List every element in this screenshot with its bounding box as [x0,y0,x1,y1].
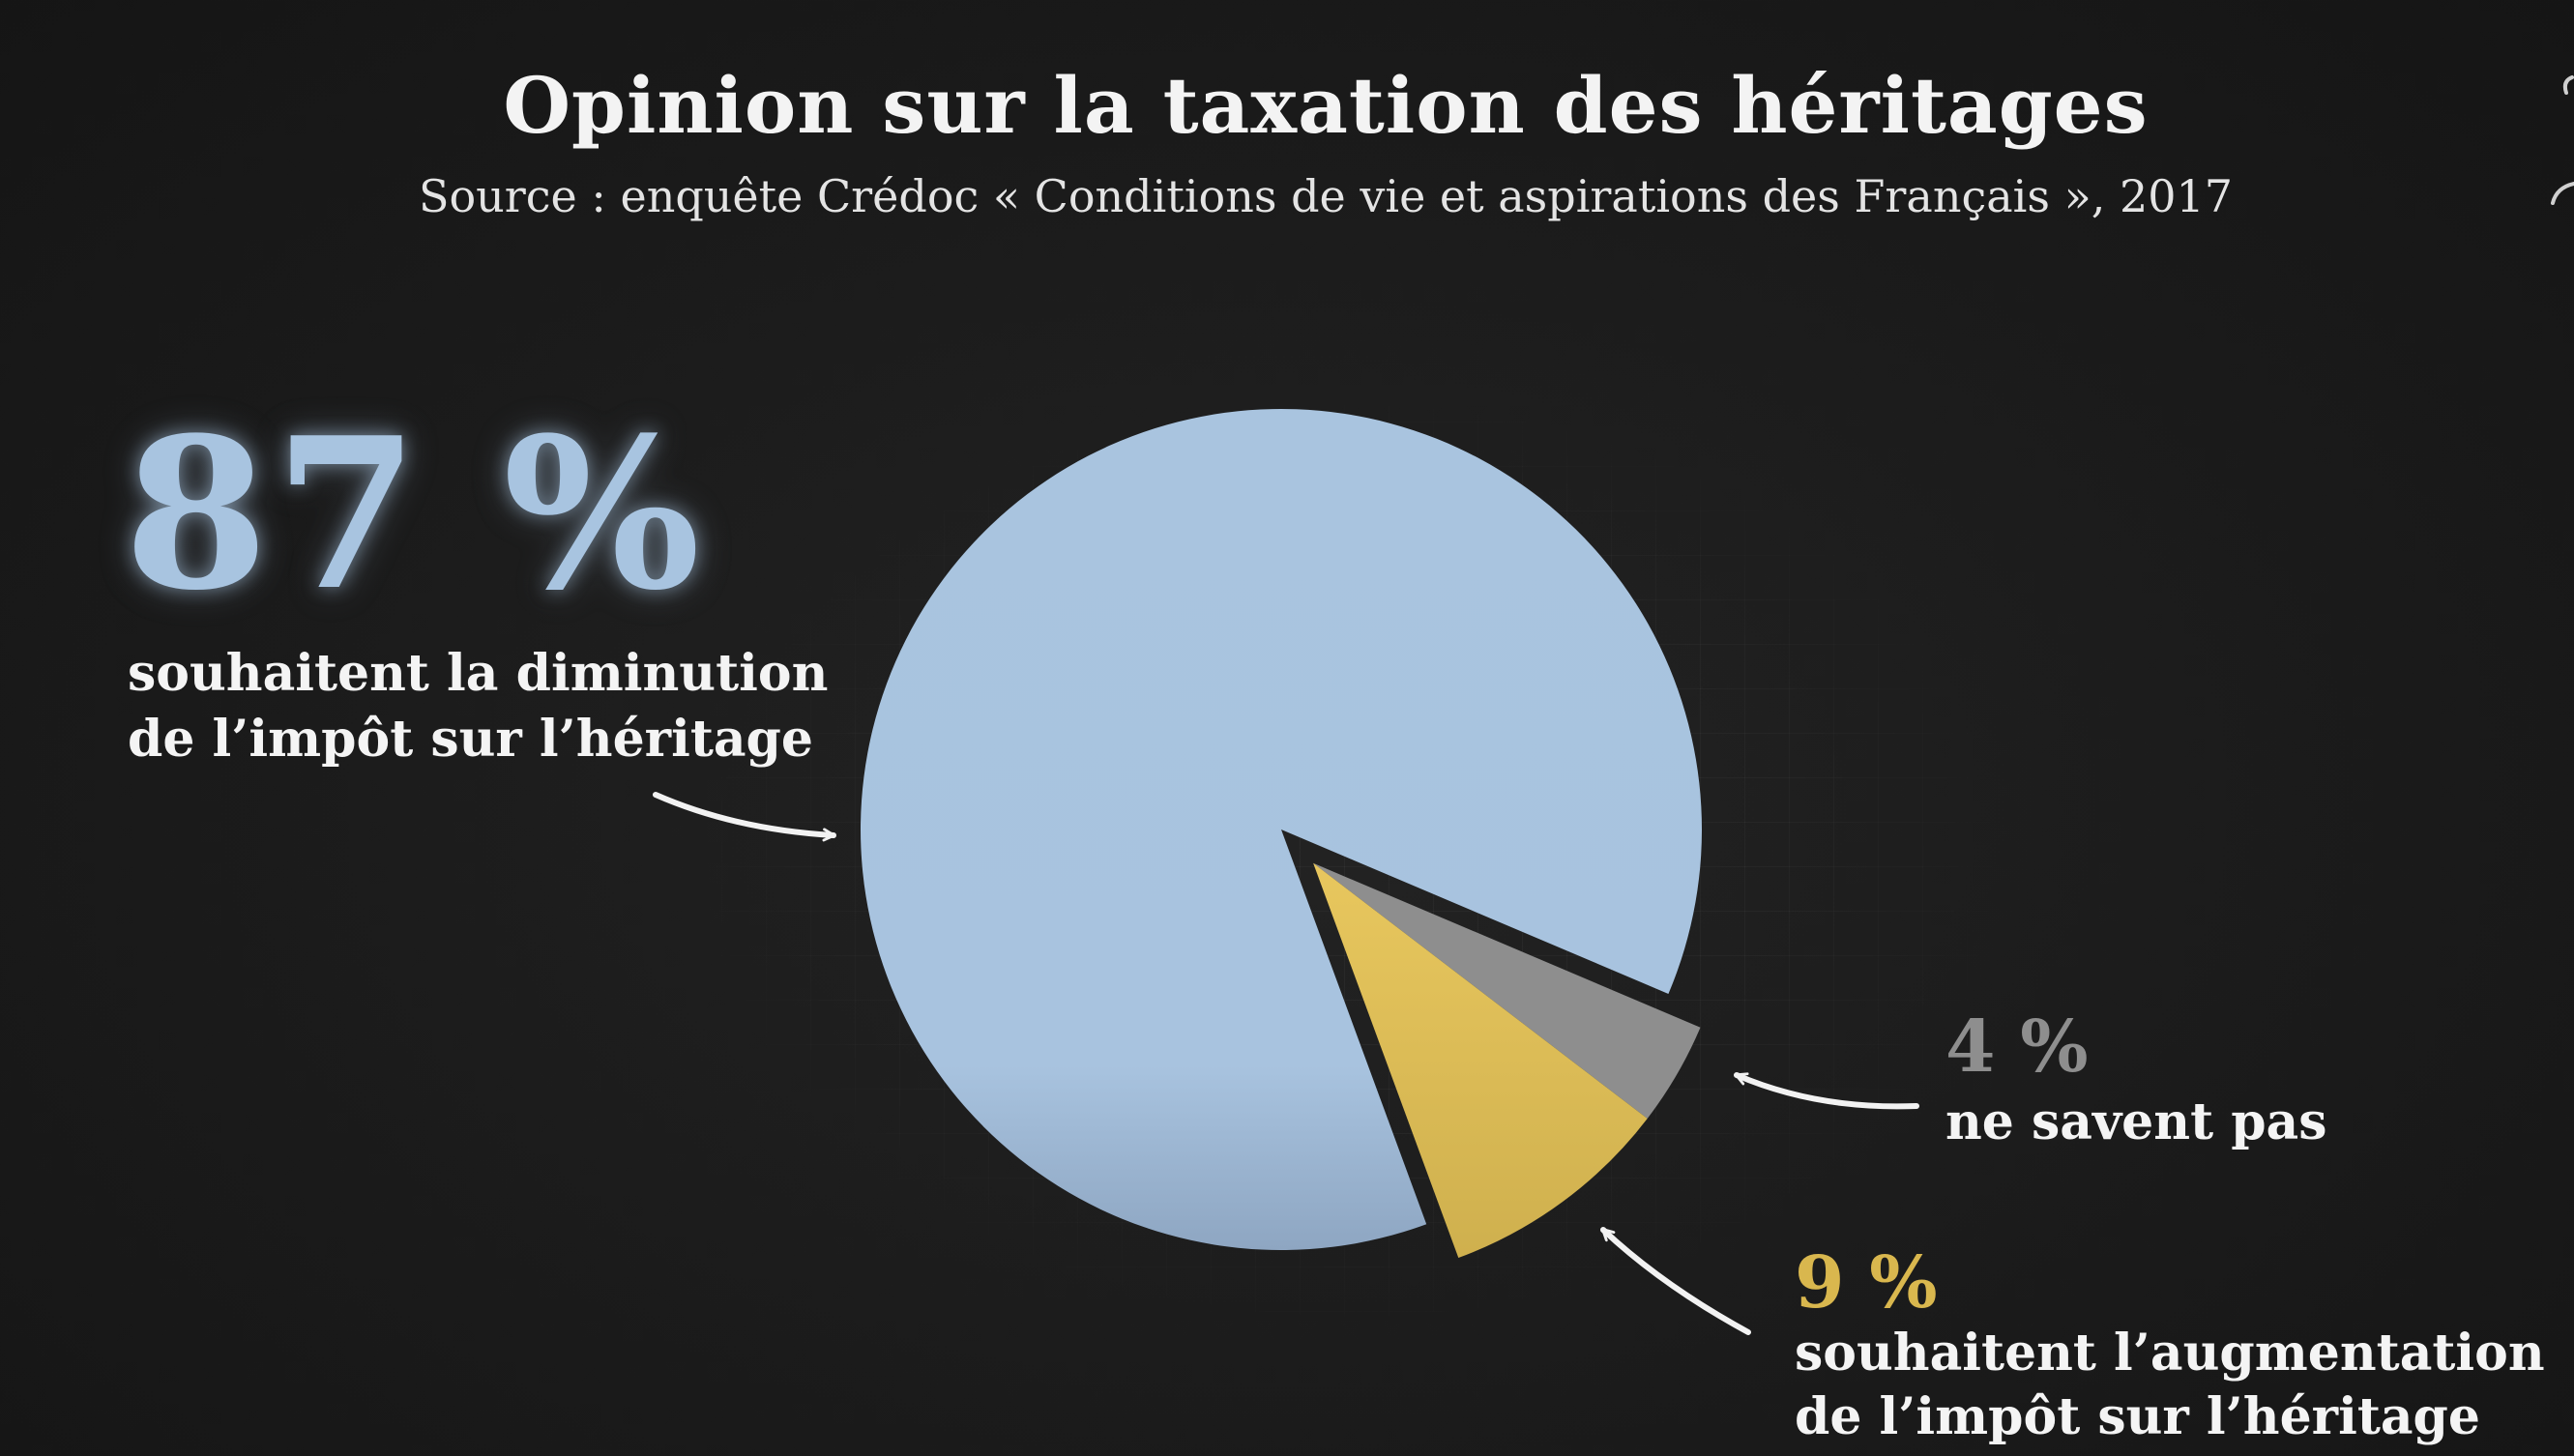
chart-subtitle: Source : enquête Crédoc « Conditions de … [418,170,2234,222]
label-87-line2: de l’impôt sur l’héritage [128,710,813,769]
pct-87-label: 87 % [124,392,707,636]
pct-4-label: 4 % [1945,1005,2089,1089]
slice-4-dont-know [1313,862,1701,1119]
arrow-87 [653,792,836,842]
arrow-4 [1734,1072,1919,1110]
corner-decoration [2551,75,2574,205]
label-87-line1: souhaitent la diminution [128,644,829,703]
chart-title: Opinion sur la taxation des héritages [503,60,2149,151]
label-4-line1: ne savent pas [1945,1092,2327,1151]
arrow-9 [1600,1227,1751,1335]
label-9-line1: souhaitent l’augmentation [1795,1324,2545,1383]
pct-9-label: 9 % [1795,1241,1938,1325]
label-9-line2: de l’impôt sur l’héritage [1795,1387,2480,1446]
slice-9-increase [1313,862,1648,1259]
slice-87-decrease [860,409,1702,1251]
